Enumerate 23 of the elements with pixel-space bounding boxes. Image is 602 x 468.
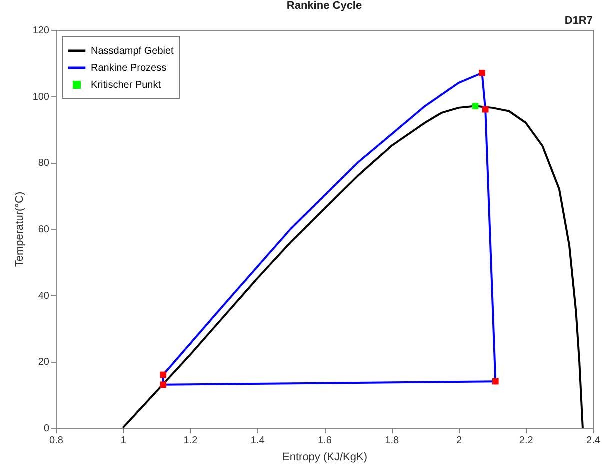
- y-tick-label: 60: [38, 224, 50, 236]
- y-axis-title: Temperatur(°C): [14, 192, 26, 268]
- y-tick-label: 100: [32, 92, 50, 103]
- x-tick-label: 1.2: [184, 436, 198, 446]
- y-tick-label: 0: [44, 424, 50, 434]
- text: D1R7: [564, 15, 593, 27]
- y-tick-label: 120: [32, 26, 50, 36]
- x-tick-label: 2: [456, 436, 462, 446]
- legend-label: Nassdampf Gebiet: [91, 46, 174, 57]
- y-tick-label: 20: [38, 357, 50, 368]
- x-tick-label: 1: [120, 436, 127, 446]
- chart-title: Rankine Cycle: [286, 0, 362, 12]
- legend-label: Rankine Prozess: [91, 63, 167, 74]
- y-tick-label: 40: [38, 290, 50, 302]
- x-tick-label: 1.4: [250, 436, 266, 446]
- x-tick-label: 1.8: [385, 436, 400, 446]
- legend-label: Kritischer Punkt: [91, 80, 162, 91]
- x-tick-label: 2.2: [519, 436, 534, 446]
- x-axis-title: Entropy (KJ/KgK): [282, 452, 368, 464]
- x-tick-label: 1.6: [318, 436, 332, 446]
- x-tick-label: 0.8: [50, 436, 64, 446]
- y-tick-label: 80: [38, 158, 50, 170]
- x-tick-label: 2.4: [586, 436, 601, 446]
